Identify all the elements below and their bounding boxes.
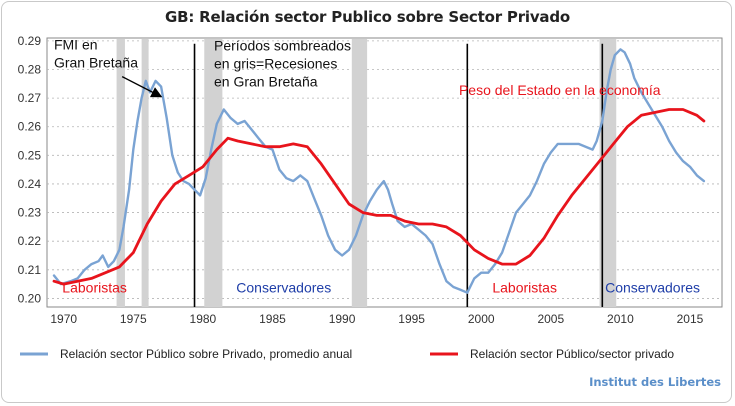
y-tick-label: 0.24 [18, 177, 42, 191]
recession-band [351, 39, 368, 307]
annotation-text: en gris=Recesiones [214, 55, 337, 71]
annotation-text: Laboristas [492, 280, 557, 296]
y-tick-label: 0.21 [18, 263, 42, 277]
legend-label-publico-privado: Relación sector Público/sector privado [470, 347, 674, 361]
annotation-text: en Gran Bretaña [214, 73, 318, 89]
x-tick-label: 2015 [677, 312, 704, 326]
series-line-publico-privado [52, 108, 706, 286]
x-tick-label: 1990 [329, 312, 356, 326]
y-tick-label: 0.28 [18, 62, 42, 76]
x-tick-label: 2005 [537, 312, 564, 326]
y-tick-label: 0.29 [18, 34, 42, 48]
recession-band [141, 39, 149, 307]
legend-label-promedio-anual: Relación sector Público sobre Privado, p… [60, 347, 352, 361]
source-credit: Institut des Libertes [589, 375, 721, 389]
annotation-text: Períodos sombreados [214, 37, 351, 53]
annotation-text: Laboristas [62, 280, 127, 296]
plot-area-border [46, 37, 723, 308]
x-tick-label: 2010 [607, 312, 634, 326]
y-tick-label: 0.23 [18, 206, 42, 220]
annotation-text: Conservadores [605, 280, 700, 296]
x-tick-label: 2000 [468, 312, 495, 326]
y-tick-label: 0.25 [18, 148, 42, 162]
chart-title: GB: Relación sector Publico sobre Sector… [165, 8, 570, 26]
x-tick-label: 1995 [398, 312, 425, 326]
annotation-text: Gran Bretaña [54, 55, 138, 71]
x-tick-label: 1970 [50, 312, 77, 326]
y-tick-label: 0.27 [18, 91, 42, 105]
annotation-text: FMI en [54, 37, 98, 53]
x-tick-label: 1985 [259, 312, 286, 326]
y-tick-label: 0.26 [18, 120, 42, 134]
recession-band [116, 39, 125, 307]
fmi-arrow [121, 76, 163, 98]
y-tick-label: 0.22 [18, 234, 42, 248]
x-tick-label: 1980 [190, 312, 217, 326]
annotation-text: Conservadores [236, 280, 331, 296]
recession-band [204, 39, 223, 307]
y-tick-label: 0.20 [18, 291, 42, 305]
x-tick-label: 1975 [120, 312, 147, 326]
annotation-text: Peso del Estado en la economía [459, 82, 661, 98]
